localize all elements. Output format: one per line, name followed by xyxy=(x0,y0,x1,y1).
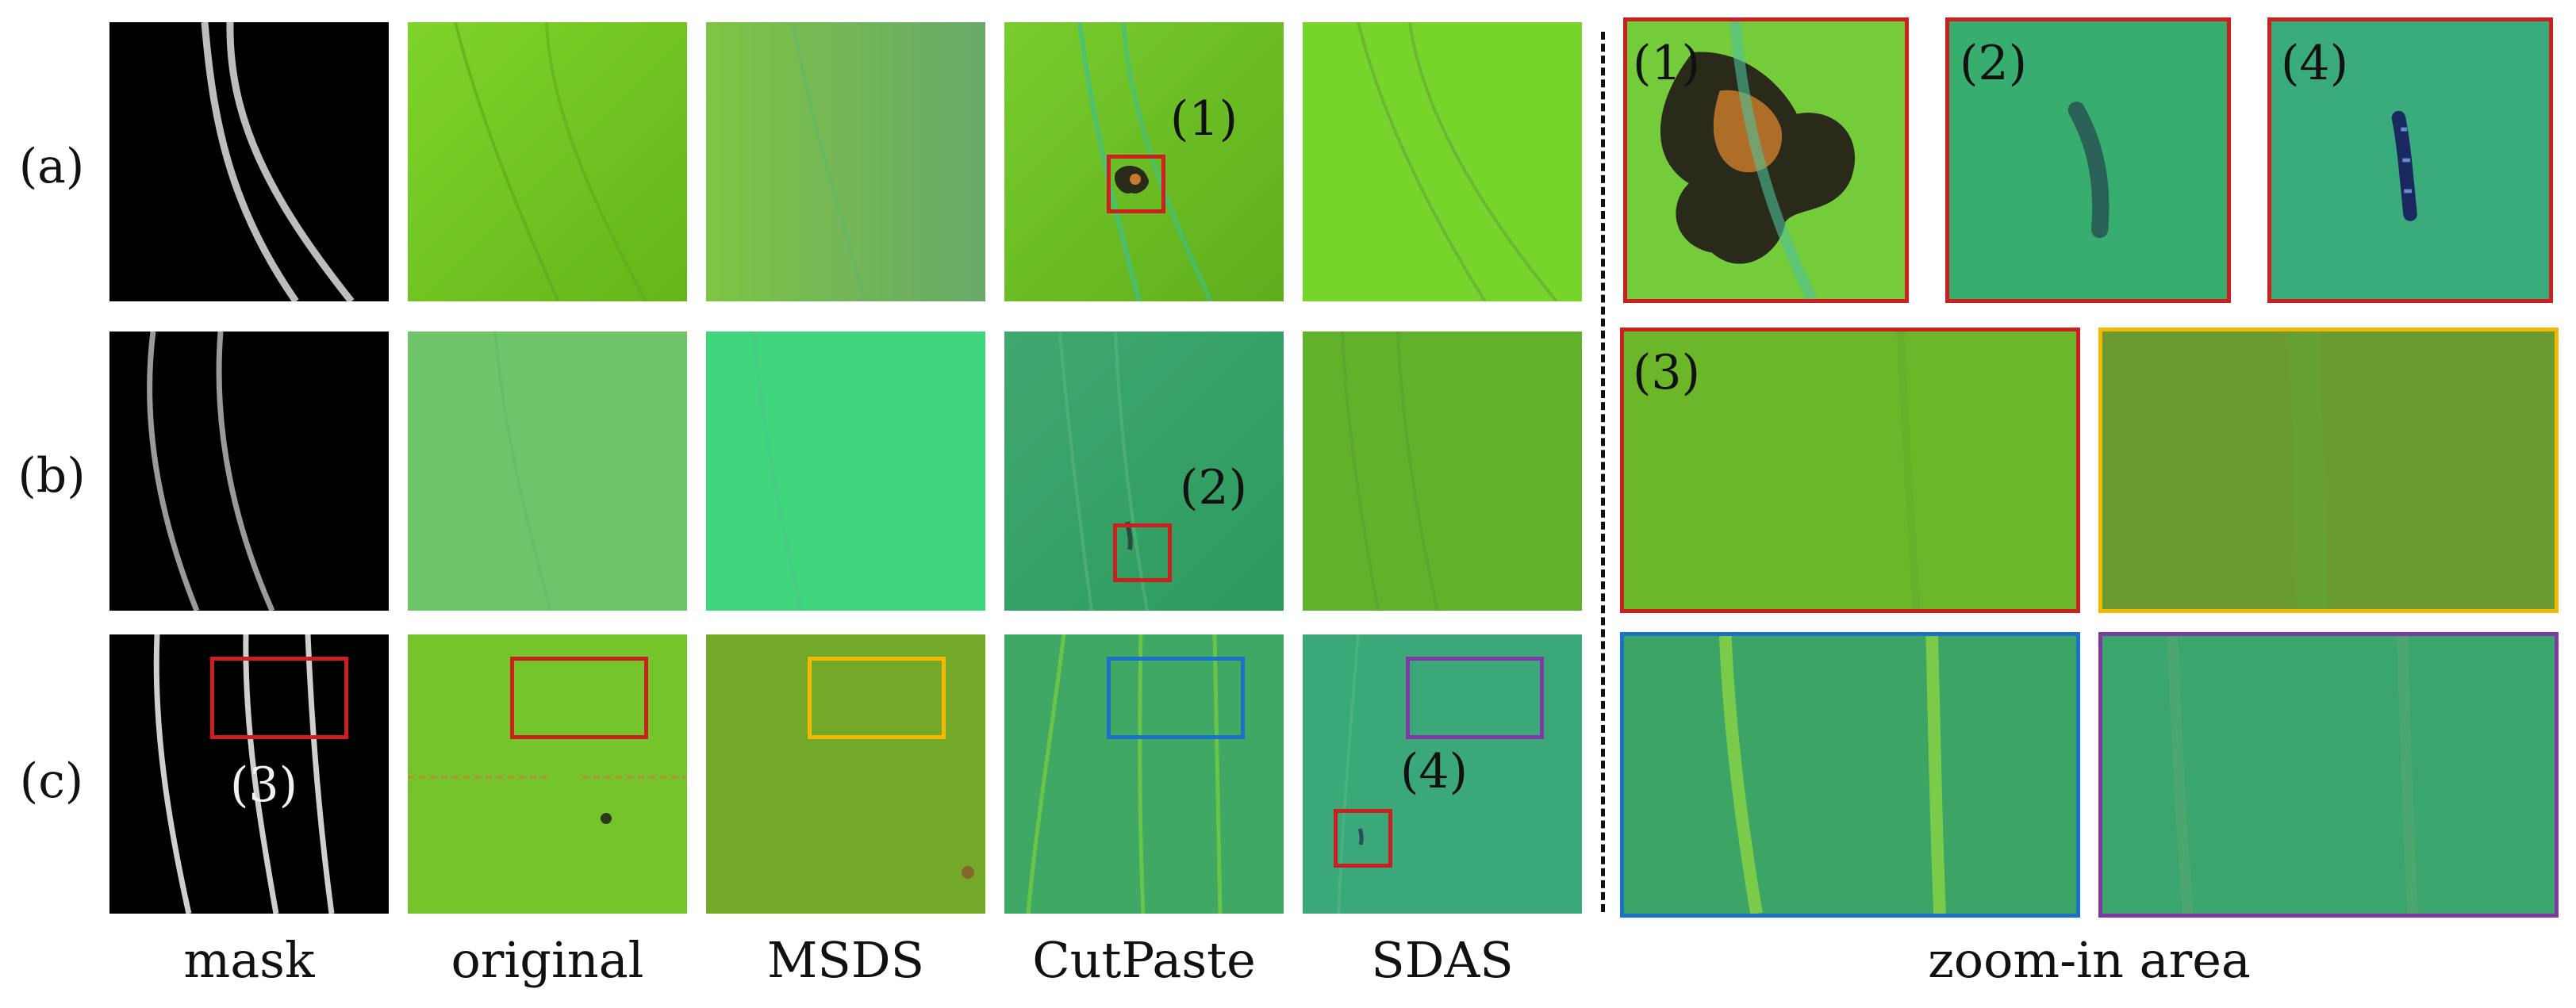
tile-b-original xyxy=(408,332,687,611)
zoom-tag-4: (4) xyxy=(2281,36,2348,91)
zoom-3-msds xyxy=(2098,328,2559,613)
tile-a-cutpaste xyxy=(1004,22,1284,301)
mask-c-region-box xyxy=(210,657,348,739)
zoom-1 xyxy=(1623,17,1909,303)
zoom-3-sdas xyxy=(2098,632,2559,918)
tag-2: (2) xyxy=(1180,460,1247,515)
tile-c-msds xyxy=(706,634,985,914)
column-label-cutpaste: CutPaste xyxy=(1032,931,1256,989)
tile-b-msds xyxy=(706,332,985,611)
row-label-c: (c) xyxy=(19,753,84,809)
cutpaste-b-anomaly-box xyxy=(1113,523,1172,582)
tag-1: (1) xyxy=(1170,91,1238,147)
column-label-zoom-in-area: zoom-in area xyxy=(1928,931,2251,989)
tile-b-mask xyxy=(109,332,389,611)
zoom-tag-2: (2) xyxy=(1960,36,2027,91)
column-label-mask: mask xyxy=(183,931,315,989)
tile-b-cutpaste xyxy=(1004,332,1284,611)
original-c-region-box xyxy=(510,657,648,739)
zoom-tag-3: (3) xyxy=(1633,345,1700,401)
tile-c-cutpaste xyxy=(1004,634,1284,914)
zoom-2 xyxy=(1945,17,2231,303)
column-label-msds: MSDS xyxy=(766,931,925,989)
tile-a-sdas xyxy=(1303,22,1582,301)
column-label-original: original xyxy=(451,931,644,989)
sdas-c-anomaly-box xyxy=(1334,809,1392,868)
tile-c-mask xyxy=(109,634,389,914)
tag-4: (4) xyxy=(1400,744,1468,799)
tile-a-original xyxy=(408,22,687,301)
zoom-3-original xyxy=(1620,328,2080,613)
row-label-a: (a) xyxy=(18,139,85,194)
cutpaste-a-anomaly-box xyxy=(1107,155,1165,213)
tile-c-original xyxy=(408,634,687,914)
tile-b-sdas xyxy=(1303,332,1582,611)
cutpaste-c-region-box xyxy=(1107,657,1245,739)
tile-a-mask xyxy=(109,22,389,301)
row-label-b: (b) xyxy=(17,448,86,504)
column-label-sdas: SDAS xyxy=(1371,931,1514,989)
sdas-c-region-box xyxy=(1406,657,1544,739)
zoom-4 xyxy=(2267,17,2553,303)
dashed-divider xyxy=(1601,32,1605,912)
zoom-tag-1: (1) xyxy=(1633,36,1700,91)
msds-c-region-box xyxy=(808,657,946,739)
tile-a-msds xyxy=(706,22,985,301)
zoom-3-cutpaste xyxy=(1620,632,2080,918)
tag-3: (3) xyxy=(230,757,298,813)
